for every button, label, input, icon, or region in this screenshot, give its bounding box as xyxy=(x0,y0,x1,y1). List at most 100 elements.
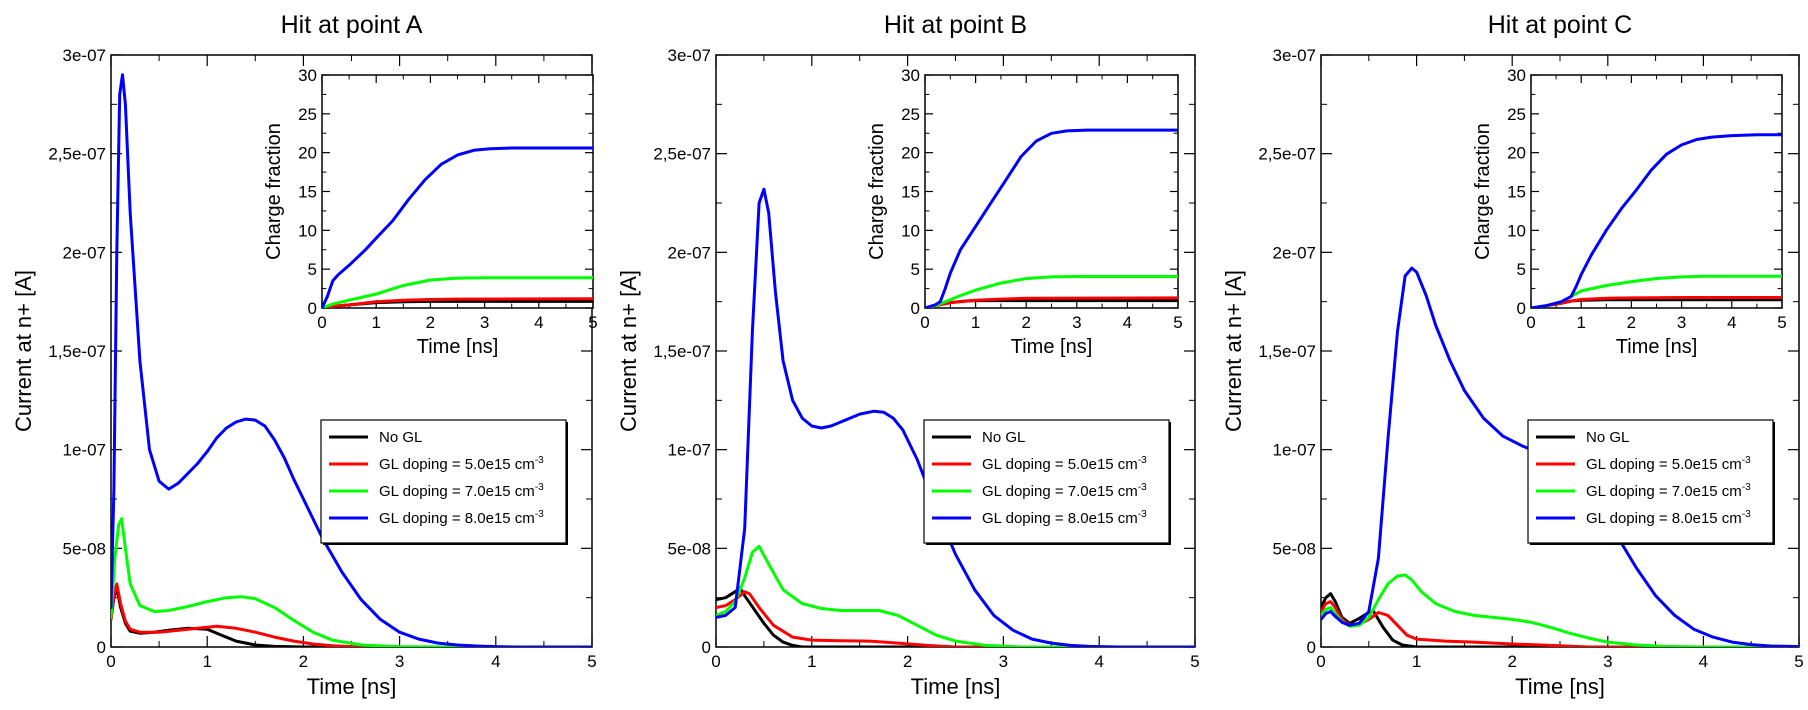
inset-axis-frame xyxy=(924,74,1179,309)
main-axis-y-tick-label: 1,5e-07 xyxy=(1258,342,1316,361)
main-axis-x-tick-label: 1 xyxy=(807,652,816,671)
main-axis-y-tick-label: 0 xyxy=(1307,638,1316,657)
inset-series-gl7 xyxy=(322,276,593,308)
main-series-gl8 xyxy=(1321,266,1799,647)
main-axis-y-tick-label: 1,5e-07 xyxy=(48,342,106,361)
main-axis-y-tick-label: 1e-07 xyxy=(63,441,106,460)
legend-entry: GL doping = 5.0e15 cm-3 xyxy=(982,455,1147,473)
inset-axis-x-tick-label: 5 xyxy=(1173,313,1182,332)
inset-axis-x-tick-label: 1 xyxy=(971,313,980,332)
main-axis-x-tick-label: 2 xyxy=(903,652,912,671)
main-axis-y-tick-label: 2,5e-07 xyxy=(48,145,106,164)
main-axis-x-tick-label: 4 xyxy=(491,652,500,671)
inset-axis-y-tick-label: 25 xyxy=(1507,105,1526,124)
main-axis-x-tick-label: 2 xyxy=(299,652,308,671)
legend-entry-sup: -3 xyxy=(535,482,544,493)
inset-y-axis-label: Charge fraction xyxy=(263,123,285,260)
legend-entry-label: GL doping = 5.0e15 cm xyxy=(982,456,1138,473)
inset-y-axis-label: Charge fraction xyxy=(866,123,888,260)
y-axis-label: Current at n+ [A] xyxy=(616,270,641,432)
main-axis-y-tick-label: 1,5e-07 xyxy=(653,342,711,361)
legend-entry-sup: -3 xyxy=(1742,482,1751,493)
inset-axis-y-tick-label: 10 xyxy=(901,221,920,240)
inset-x-axis-label: Time [ns] xyxy=(1616,336,1698,358)
legend-box xyxy=(320,419,567,544)
main-axis-y-tick-label: 2e-07 xyxy=(668,243,711,262)
inset-axis-y-tick-label: 15 xyxy=(901,182,920,201)
legend-entry-sup: -3 xyxy=(1138,509,1147,520)
inset-axis-x-tick-label: 5 xyxy=(1777,313,1786,332)
main-axis-x-tick-label: 4 xyxy=(1699,652,1708,671)
inset-axis-y-tick-label: 25 xyxy=(901,105,920,124)
main-axis-x-tick-label: 3 xyxy=(999,652,1008,671)
main-axis-y-tick-label: 3e-07 xyxy=(63,46,106,65)
inset-axis-y-tick-label: 5 xyxy=(911,260,920,279)
main-axis-x-tick-label: 5 xyxy=(1190,652,1199,671)
main-axis-x-tick-label: 3 xyxy=(1603,652,1612,671)
inset-axis-x-tick-label: 2 xyxy=(426,313,435,332)
legend-entry: GL doping = 7.0e15 cm-3 xyxy=(1586,482,1751,500)
legend-entry-label: GL doping = 8.0e15 cm xyxy=(1586,510,1742,527)
y-axis-label: Current at n+ [A] xyxy=(1221,270,1246,432)
inset-axis-y-tick-label: 5 xyxy=(1517,260,1526,279)
legend-box xyxy=(1527,419,1774,544)
legend-entry: GL doping = 8.0e15 cm-3 xyxy=(379,509,544,527)
legend-entry-label: GL doping = 8.0e15 cm xyxy=(982,510,1138,527)
inset-plot-area xyxy=(322,146,593,308)
main-axis-y-tick-label: 2e-07 xyxy=(63,243,106,262)
main-axis-y-tick-label: 0 xyxy=(97,638,106,657)
main-axis-y-tick-label: 5e-08 xyxy=(63,539,106,558)
inset-axis-y-tick-label: 30 xyxy=(901,66,920,85)
inset-axis-x-tick-label: 2 xyxy=(1021,313,1030,332)
legend-entry: GL doping = 8.0e15 cm-3 xyxy=(982,509,1147,527)
inset-axis-y-tick-label: 30 xyxy=(298,66,317,85)
main-axis-y-tick-label: 5e-08 xyxy=(668,539,711,558)
inset-axis-frame xyxy=(321,74,594,309)
main-axis-y-tick-label: 0 xyxy=(702,638,711,657)
legend-entry-label: No GL xyxy=(982,429,1025,446)
inset-axis-y-tick-label: 20 xyxy=(901,144,920,163)
main-axis-x-tick-label: 5 xyxy=(587,652,596,671)
inset-series-gl8 xyxy=(322,146,593,308)
inset-axis-x-tick-label: 4 xyxy=(1123,313,1132,332)
main-series-gl7 xyxy=(111,517,592,647)
legend-entry: No GL xyxy=(982,429,1025,446)
inset-axis-x-tick-label: 2 xyxy=(1627,313,1636,332)
legend-entry: GL doping = 7.0e15 cm-3 xyxy=(379,482,544,500)
inset-axis-x-tick-label: 1 xyxy=(371,313,380,332)
main-series-gl8 xyxy=(111,73,592,647)
x-axis-label: Time [ns] xyxy=(307,674,397,699)
legend-entry-label: GL doping = 5.0e15 cm xyxy=(1586,456,1742,473)
inset-series-gl8 xyxy=(925,128,1178,308)
legend-entry-sup: -3 xyxy=(1138,455,1147,466)
inset-axis-y-tick-label: 0 xyxy=(911,299,920,318)
inset-axis-y-tick-label: 0 xyxy=(308,299,317,318)
legend-entry-sup: -3 xyxy=(1742,509,1751,520)
inset: 0 1 2 3 4 5 0 5 10 15 20 25 30 Time [ns] Charge fracti… xyxy=(1472,66,1787,358)
legend-entry-label: GL doping = 7.0e15 cm xyxy=(982,483,1138,500)
main-plot-area xyxy=(111,73,592,647)
inset-axis-x-tick-label: 3 xyxy=(1677,313,1686,332)
legend-entry-sup: -3 xyxy=(1138,482,1147,493)
legend-entry-label: GL doping = 7.0e15 cm xyxy=(379,483,535,500)
main-axis-y-tick-label: 2e-07 xyxy=(1273,243,1316,262)
inset-series-gl8 xyxy=(1531,133,1782,308)
legend-entry: GL doping = 5.0e15 cm-3 xyxy=(379,455,544,473)
main-series-no_gl xyxy=(716,586,1195,647)
main-axis-y-tick-label: 1e-07 xyxy=(668,441,711,460)
main-axis-y-tick-label: 3e-07 xyxy=(1273,46,1316,65)
main-axis-x-tick-label: 1 xyxy=(1412,652,1421,671)
x-axis-label: Time [ns] xyxy=(911,674,1001,699)
inset-axis-y-tick-label: 25 xyxy=(298,105,317,124)
legend-box xyxy=(923,419,1170,544)
inset-series-gl5 xyxy=(322,297,593,308)
panel-3: Hit at point C 0 1 2 3 4 5 0 5e-08 1e-07 1,5e-07 2e… xyxy=(1221,11,1804,699)
y-axis-label: Current at n+ [A] xyxy=(11,270,36,432)
inset-x-axis-label: Time [ns] xyxy=(417,336,499,358)
legend-entry-label: No GL xyxy=(379,429,422,446)
legend-entry-label: No GL xyxy=(1586,429,1629,446)
panel-2: Hit at point B 0 1 2 3 4 5 0 5e-08 1e-07 1,5e-07 2e… xyxy=(616,11,1200,699)
inset-axis-y-tick-label: 10 xyxy=(298,221,317,240)
